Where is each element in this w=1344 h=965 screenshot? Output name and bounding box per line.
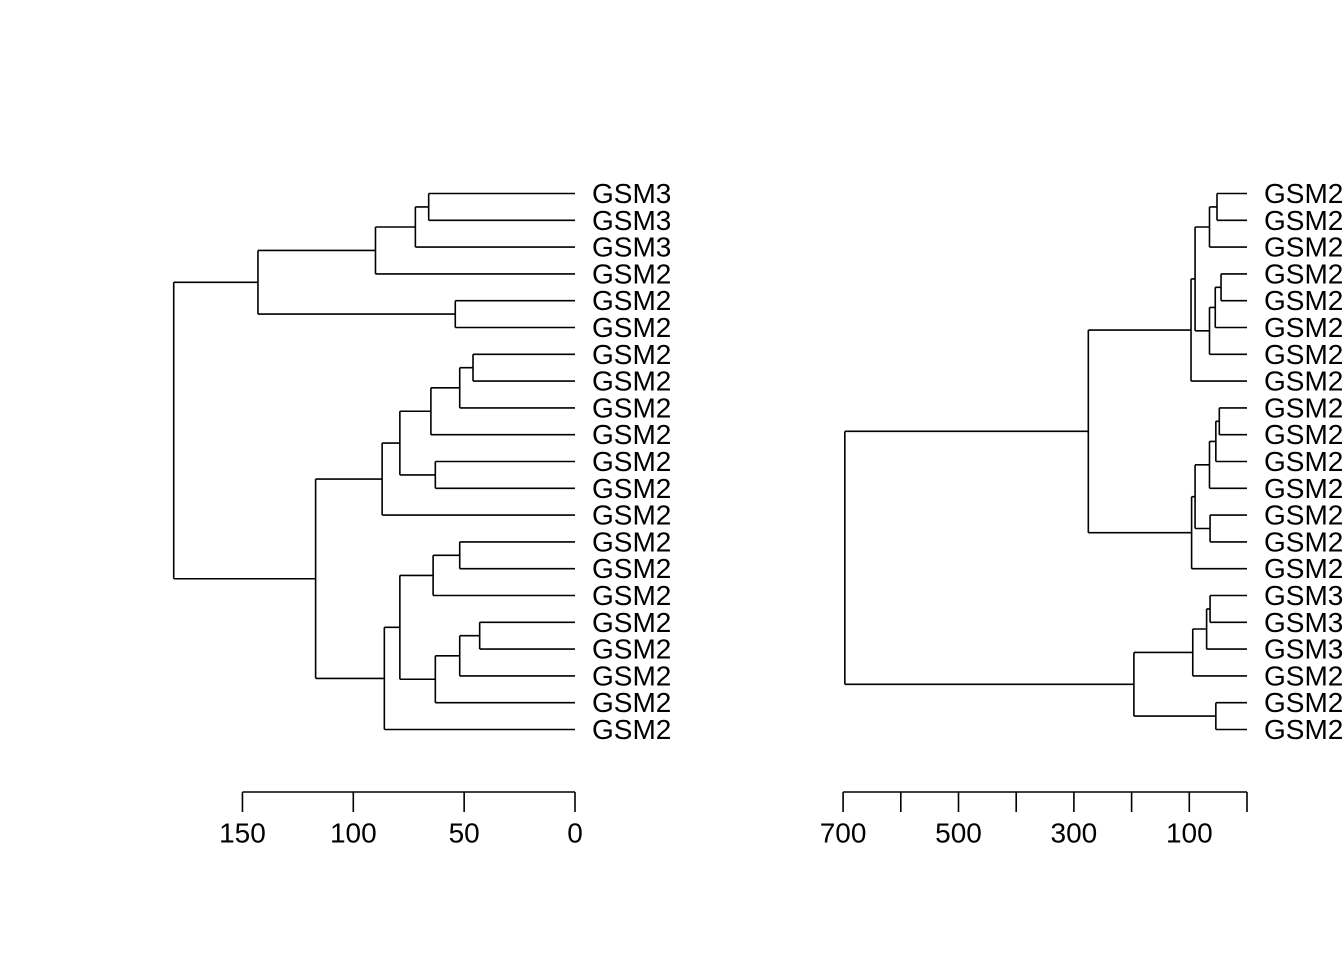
leaf-label: GSM2 — [592, 526, 671, 557]
leaf-label: GSM2 — [592, 258, 671, 289]
leaf-label: GSM2 — [592, 634, 671, 665]
leaf-label: GSM2 — [1264, 660, 1343, 691]
leaf-label: GSM2 — [1264, 178, 1343, 209]
leaf-label: GSM2 — [1264, 473, 1343, 504]
dendrogram-branch — [434, 655, 575, 704]
leaf-label: GSM2 — [592, 366, 671, 397]
leaf-label: GSM2 — [592, 473, 671, 504]
leaf-label: GSM2 — [1264, 285, 1343, 316]
dendrogram-branch — [1215, 420, 1247, 463]
dendrogram-branch — [1209, 514, 1247, 543]
dendrogram-branch — [1190, 495, 1247, 570]
leaf-label: GSM2 — [1264, 366, 1343, 397]
leaf-label: GSM2 — [592, 285, 671, 316]
dendrogram-branch — [478, 621, 575, 650]
dendrogram-branch — [458, 366, 575, 409]
dendrogram-branch — [1087, 329, 1192, 534]
leaf-label: GSM2 — [1264, 392, 1343, 423]
dendrogram-branch — [1194, 226, 1210, 332]
dendrogram-branch — [458, 541, 575, 570]
dendrogram-branch — [1209, 594, 1247, 624]
dendrogram-branch — [458, 634, 575, 677]
leaf-label: GSM2 — [592, 446, 671, 477]
dendrogram-branch — [257, 249, 456, 315]
leaf-label: GSM2 — [1264, 500, 1343, 531]
dendrogram-branch — [374, 226, 575, 275]
leaf-label: GSM2 — [1264, 258, 1343, 289]
dendrogram-branch — [434, 460, 575, 490]
dendrogram-branch — [1191, 628, 1247, 677]
x-tick-label: 100 — [1166, 818, 1213, 849]
leaf-label: GSM2 — [1264, 446, 1343, 477]
leaf-label: GSM2 — [1264, 526, 1343, 557]
right-dendrogram-panel: GSM2GSM2GSM2GSM2GSM2GSM2GSM2GSM2GSM2GSM2… — [820, 178, 1344, 849]
leaf-label: GSM2 — [1264, 232, 1343, 263]
leaf-label: GSM2 — [1264, 714, 1343, 745]
leaf-label: GSM2 — [592, 500, 671, 531]
x-tick-label: 300 — [1051, 818, 1098, 849]
x-tick-label: 700 — [820, 818, 867, 849]
dendrogram-branch — [1194, 464, 1211, 530]
leaf-label: GSM2 — [592, 607, 671, 638]
left-dendrogram-panel: GSM3GSM3GSM3GSM2GSM2GSM2GSM2GSM2GSM2GSM2… — [172, 178, 671, 849]
leaf-label: GSM2 — [1264, 687, 1343, 718]
x-tick-label: 100 — [330, 818, 377, 849]
dendrogram-branch — [427, 192, 575, 222]
x-tick-label: 500 — [935, 818, 982, 849]
dendrogram-branch — [1220, 273, 1247, 302]
leaf-label: GSM2 — [592, 687, 671, 718]
dendrogram-branch — [1216, 192, 1247, 222]
leaf-label: GSM3 — [592, 232, 671, 263]
dendrogram-branch — [1218, 407, 1247, 436]
leaf-label: GSM2 — [592, 419, 671, 450]
x-tick-label: 150 — [219, 818, 266, 849]
leaf-label: GSM2 — [592, 392, 671, 423]
dendrogram-branch — [399, 410, 436, 476]
dendrogram-branch — [844, 430, 1134, 686]
leaf-label: GSM3 — [1264, 634, 1343, 665]
leaf-label: GSM3 — [1264, 607, 1343, 638]
dendrogram-branch — [1190, 278, 1247, 382]
dendrogram-branch — [1133, 651, 1216, 717]
dendrogram-branch — [172, 281, 316, 580]
dendrogram-branch — [454, 299, 575, 329]
leaf-label: GSM2 — [1264, 339, 1343, 370]
leaf-label: GSM2 — [1264, 419, 1343, 450]
dendrogram-branch — [430, 387, 575, 436]
dendrogram-branch — [381, 442, 575, 516]
leaf-label: GSM3 — [1264, 580, 1343, 611]
leaf-label: GSM3 — [592, 205, 671, 236]
leaf-label: GSM2 — [1264, 553, 1343, 584]
leaf-label: GSM2 — [592, 714, 671, 745]
dendrogram-branch — [414, 206, 575, 248]
dendrogram-branch — [472, 353, 575, 382]
dendrogram-branch — [314, 478, 385, 680]
dendrogram-branch — [1214, 286, 1247, 329]
leaf-label: GSM2 — [1264, 205, 1343, 236]
dendrogram-branch — [1208, 206, 1247, 248]
leaf-label: GSM3 — [592, 178, 671, 209]
leaf-label: GSM2 — [592, 660, 671, 691]
dendrogram-branch — [399, 574, 436, 681]
dendrogram-branch — [432, 554, 575, 597]
leaf-label: GSM2 — [592, 553, 671, 584]
leaf-label: GSM2 — [1264, 312, 1343, 343]
x-tick-label: 0 — [567, 818, 583, 849]
leaf-label: GSM2 — [592, 312, 671, 343]
leaf-label: GSM2 — [592, 339, 671, 370]
leaf-label: GSM2 — [592, 580, 671, 611]
dendrogram-branch — [1205, 608, 1247, 650]
x-tick-label: 50 — [449, 818, 480, 849]
dendrogram-branch — [1215, 701, 1247, 731]
